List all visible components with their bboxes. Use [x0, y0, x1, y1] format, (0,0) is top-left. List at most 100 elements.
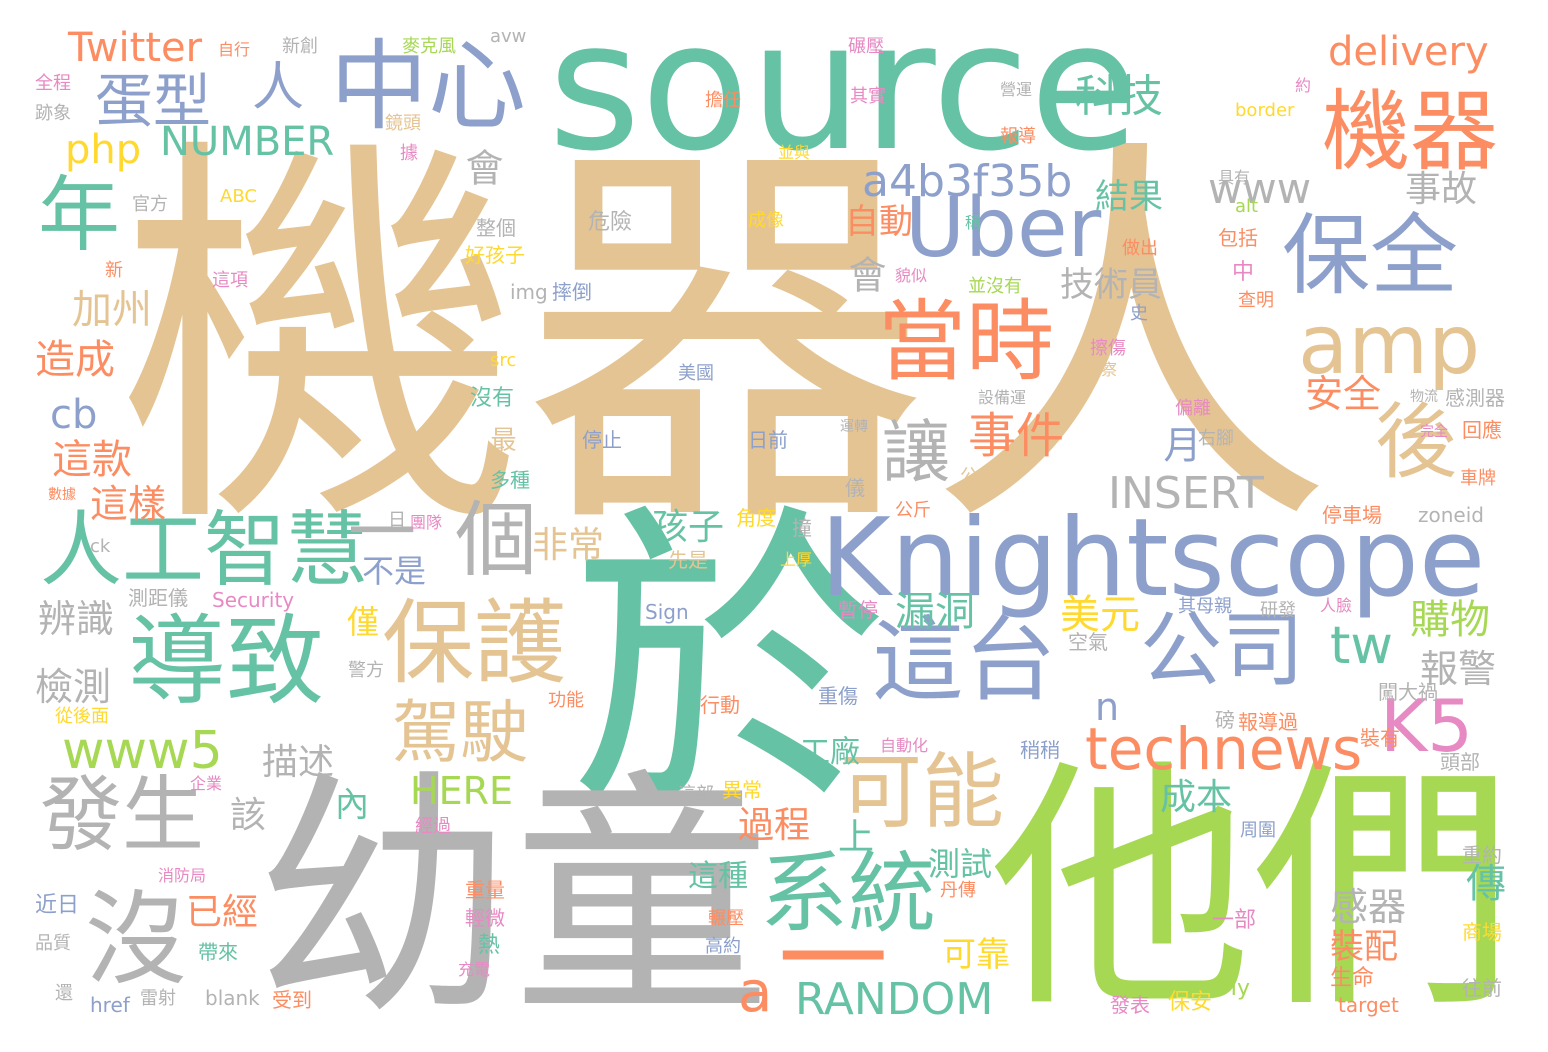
word-zhexiang: 這項: [212, 270, 248, 291]
word-tingzhi: 停止: [582, 428, 622, 452]
word-yi: 一: [348, 494, 417, 573]
word-www: www: [1208, 164, 1312, 213]
word-zui: 最: [486, 426, 516, 452]
word-keji: 科技: [1075, 71, 1163, 122]
word-number: NUMBER: [160, 119, 335, 165]
word-cashang: 擦傷: [1090, 338, 1126, 359]
word-anquan: 安全: [1305, 372, 1382, 416]
word-uber: Uber: [905, 181, 1102, 276]
word-alt: alt: [1235, 196, 1259, 217]
word-baohu: 保護: [382, 590, 567, 697]
word-wangqian: 往前: [1462, 976, 1502, 1000]
word-youtong: 幼童: [255, 749, 771, 1049]
word-ren: 人: [252, 58, 305, 118]
word-daolai: 帶來: [198, 940, 238, 964]
word-ganceqi: 感測器: [1445, 386, 1505, 410]
word-gai: 該: [230, 795, 267, 836]
word-jiqiren: 機器人: [118, 106, 1333, 578]
word-jiqi: 機器: [1322, 80, 1499, 183]
word-shigu: 事故: [1405, 169, 1478, 210]
word-meiguo: 美國: [678, 363, 714, 384]
word-yue: 月: [1157, 425, 1201, 463]
word-ri: 日: [388, 510, 406, 531]
word-zhekuan: 這款: [52, 437, 132, 483]
word-bang: 磅: [1215, 708, 1235, 732]
word-gouwu: 購物: [1410, 597, 1490, 643]
word-technews: technews: [1085, 715, 1363, 783]
word-jiaodu: 角度: [736, 506, 776, 530]
word-toubu: 頭部: [1440, 750, 1480, 774]
word-jingfang: 警方: [348, 660, 384, 681]
word-href: href: [90, 993, 130, 1017]
word-guocheng: 過程: [738, 805, 811, 846]
word-re: 熱: [478, 933, 501, 958]
word-twitter: Twitter: [68, 25, 203, 71]
word-shangchang: 商場: [1462, 920, 1502, 944]
word-xin: 新: [105, 260, 123, 281]
word-baodaoguo: 報導過: [1238, 710, 1298, 734]
word-shanghou: 上厚: [780, 550, 813, 569]
word-niya: 碾壓: [848, 36, 884, 57]
word-jiazhou: 加州: [72, 287, 152, 333]
word-shijian: 事件: [968, 408, 1065, 464]
word-bianshi: 辨識: [38, 597, 115, 641]
word-abc: ABC: [220, 186, 257, 207]
word-zhongshang: 重傷: [818, 684, 858, 708]
word-baokuo: 包括: [1218, 226, 1258, 250]
word-pianli: 偏離: [1175, 398, 1211, 419]
word-jishuyuan: 技術員: [1060, 265, 1162, 305]
word-gongjin: 公斤: [895, 500, 931, 521]
word-leishe: 雷射: [140, 988, 176, 1009]
word-img: img: [510, 280, 548, 304]
word-target: target: [1338, 993, 1399, 1017]
word-wanquan: 完全: [1420, 424, 1448, 440]
word-loudong: 漏洞: [895, 589, 975, 635]
word-xingdong: 行動: [700, 693, 740, 717]
word-zhencha: 偵察: [1085, 360, 1118, 379]
word-baoquan: 保全: [1282, 204, 1459, 307]
word-qishi: 其實: [850, 86, 886, 107]
word-weixian: 危險: [588, 210, 633, 235]
word-kekao: 可靠: [942, 935, 1010, 975]
word-k5: K5: [1380, 684, 1474, 768]
word-xianshi: 先是: [668, 548, 708, 572]
word-fasheng: 發生: [40, 768, 205, 863]
word-pinzhi: 品質: [35, 933, 71, 954]
word-baojing: 報警: [1420, 647, 1497, 691]
word-yingyun: 營運: [1000, 80, 1033, 99]
word-tuandui: 團隊: [410, 513, 443, 532]
word-ge: 個: [455, 493, 538, 588]
word-gongsi: 公司: [1140, 603, 1305, 698]
word-zoneid: zoneid: [1418, 503, 1484, 527]
word-hui: 會: [459, 148, 503, 186]
word-chepai: 車牌: [1460, 468, 1496, 489]
word-chengxiang: 成像: [748, 210, 784, 231]
word-zidong: 自動: [845, 202, 913, 242]
word-jieguo: 結果: [1095, 177, 1163, 217]
word-shuju: 數據: [48, 487, 76, 503]
word-bushi: 不是: [362, 552, 427, 590]
word-random: RANDOM: [795, 974, 994, 1025]
word-jingguo: 經過: [415, 816, 451, 837]
word-danchuan: 丹傳: [940, 880, 976, 901]
word-yijing: 已經: [186, 892, 259, 933]
word-conghoumian: 從後面: [55, 706, 109, 727]
word-feichang: 非常: [532, 525, 605, 566]
word-cheng: 稱: [965, 213, 982, 232]
word-a4b: a4b3f35b: [862, 156, 1073, 207]
word-chongdian: 充電: [458, 960, 491, 979]
word-yi3: 儀: [845, 476, 865, 500]
word-jinri: 近日: [35, 893, 80, 918]
word-shengming: 生命: [1330, 966, 1375, 991]
word-shaoshao: 稍稍: [1020, 738, 1060, 762]
word-quancheng: 全程: [35, 73, 71, 94]
word-zheyang: 這樣: [90, 482, 167, 526]
word-shoudao: 受到: [272, 988, 312, 1012]
word-yibu: 一部: [1212, 908, 1257, 933]
word-ceshi: 測試: [928, 845, 993, 883]
word-bingmeiyou: 並沒有: [968, 276, 1022, 297]
word-tw: tw: [1330, 616, 1393, 676]
word-youjiao: 右腳: [1198, 428, 1234, 449]
word-chuangdahuo: 闖大禍: [1378, 680, 1438, 704]
word-here: HERE: [410, 769, 513, 813]
